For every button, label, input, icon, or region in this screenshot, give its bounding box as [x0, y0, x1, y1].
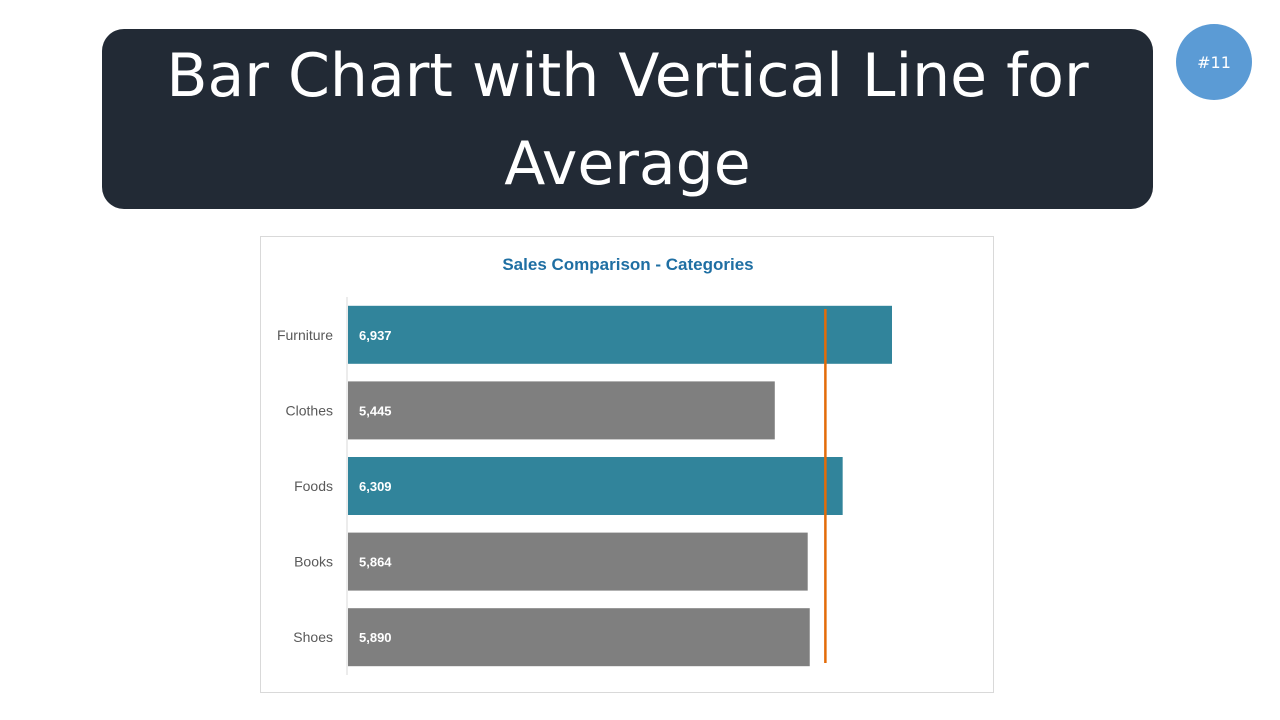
chart-frame: Sales Comparison - Categories Furniture 6… — [260, 236, 994, 693]
bar-chart: Sales Comparison - Categories Furniture 6… — [277, 255, 892, 675]
category-label: Foods — [294, 478, 333, 494]
category-label: Clothes — [286, 402, 333, 418]
data-label: 6,309 — [359, 479, 392, 494]
title-banner: Bar Chart with Vertical Line for Average — [102, 29, 1153, 209]
bar-shoes — [348, 608, 810, 667]
data-label: 6,937 — [359, 328, 392, 343]
plot-area: Furniture 6,937 Clothes 5,445 Foods 6,309 Book… — [277, 297, 892, 675]
category-label: Shoes — [293, 629, 333, 645]
bar-furniture — [348, 305, 892, 364]
bar-foods — [348, 457, 843, 515]
data-label: 5,864 — [359, 555, 392, 570]
bar-books — [348, 532, 808, 591]
chart-title: Sales Comparison - Categories — [502, 255, 753, 274]
category-label: Furniture — [277, 327, 333, 343]
data-label: 5,445 — [359, 403, 392, 418]
episode-badge: #11 — [1176, 24, 1252, 100]
category-label: Books — [294, 554, 333, 570]
slide-title: Bar Chart with Vertical Line for Average — [166, 41, 1089, 199]
bar-clothes — [348, 381, 775, 440]
data-label: 5,890 — [359, 630, 392, 645]
